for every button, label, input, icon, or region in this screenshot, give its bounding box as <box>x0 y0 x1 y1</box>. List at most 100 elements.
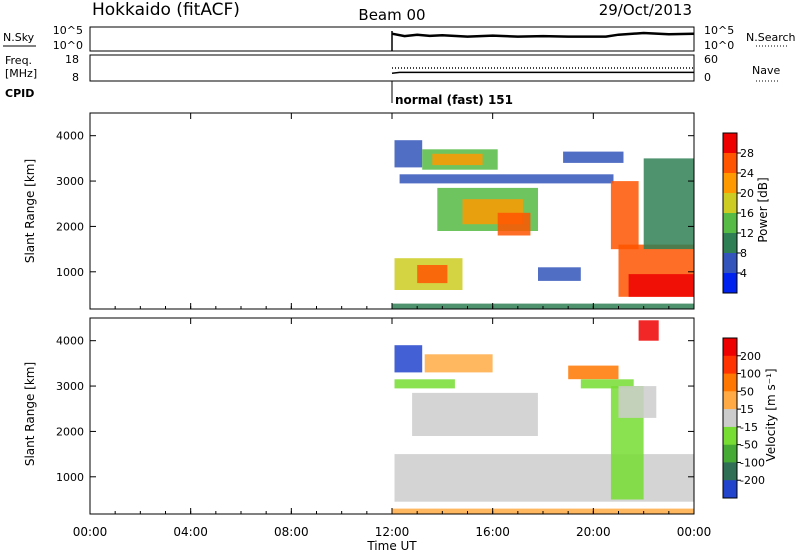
range-region-3 <box>394 345 423 373</box>
x-tick-label: 12:00 <box>375 525 410 539</box>
freq-tick-bottom: 8 <box>72 71 79 84</box>
colorbar-swatch <box>723 233 737 254</box>
freq-series <box>391 67 694 74</box>
date-title: 29/Oct/2013 <box>599 1 692 19</box>
nsearch-tick-top: 10^5 <box>704 24 734 37</box>
range-region-5 <box>399 174 614 184</box>
y-tick-label: 2000 <box>56 425 84 438</box>
colorbar-tick-label: 100 <box>740 368 761 381</box>
velocity-panel: 4000 3000 2000 1000 Slant Range [km] 200 100… <box>23 317 778 515</box>
x-tick-label: 00:00 <box>677 525 712 539</box>
freq-label: Freq. <box>5 54 32 67</box>
colorbar-tick-label: 16 <box>740 207 754 220</box>
nsky-tick-bottom: 10^0 <box>53 39 83 52</box>
nsearch-label: N.Search <box>746 31 796 44</box>
y-tick-label: 3000 <box>56 380 84 393</box>
time-axis-label: Time UT <box>366 539 417 553</box>
nsky-panel: N.Sky 10^5 10^0 10^5 10^0 N.Search <box>3 24 796 52</box>
y-tick-label: 1000 <box>56 266 84 279</box>
colorbar-swatch <box>723 253 737 274</box>
colorbar-frame <box>722 337 738 499</box>
colorbar-swatch <box>723 444 737 463</box>
x-tick-label: 00:00 <box>73 525 108 539</box>
range-region-3 <box>538 267 581 281</box>
colorbar-tick-label: 28 <box>740 147 754 160</box>
velocity-colorbar-label: Velocity [m s⁻¹] <box>764 368 778 461</box>
range-region-4 <box>394 140 423 168</box>
colorbar-swatch <box>723 391 737 410</box>
colorbar-swatch <box>723 273 737 294</box>
velocity-y-axis: 4000 3000 2000 1000 <box>56 335 694 484</box>
x-tick-label: 20:00 <box>576 525 611 539</box>
colorbar-tick-label: 12 <box>740 227 754 240</box>
colorbar-swatch <box>723 409 737 428</box>
x-tick-label: 04:00 <box>173 525 208 539</box>
colorbar-tick-label: 8 <box>740 247 747 260</box>
cpid-label: CPID <box>5 87 34 100</box>
range-region-7 <box>580 379 634 389</box>
colorbar-tick-label: 200 <box>740 350 761 363</box>
cpid-row: CPID normal (fast) 151 <box>5 80 694 107</box>
freq-tick-top: 18 <box>65 53 79 66</box>
freq-panel: Freq. [MHz] 18 8 60 0 Nave <box>5 53 780 84</box>
colorbar-swatch <box>723 133 737 154</box>
y-tick-label: 4000 <box>56 335 84 348</box>
power-y-axis: 4000 3000 2000 1000 <box>56 130 694 279</box>
x-tick-label: 16:00 <box>475 525 510 539</box>
nsky-series <box>391 31 695 51</box>
range-region-5 <box>412 392 538 436</box>
power-colorbar: 28 24 20 16 12 8 4 <box>722 132 754 294</box>
colorbar-swatch <box>723 173 737 194</box>
colorbar-tick-label: -100 <box>740 456 765 469</box>
nsky-tick-top: 10^5 <box>53 24 83 37</box>
colorbar-tick-label: 15 <box>740 403 754 416</box>
range-region-1 <box>394 454 694 502</box>
time-axis: 00:00 04:00 08:00 12:00 16:00 20:00 00:00 <box>73 113 712 539</box>
velocity-colorbar: 200 100 50 15 -15 -50 -100 -200 <box>722 337 765 499</box>
range-region-2 <box>417 265 448 284</box>
power-colorbar-label: Power [dB] <box>756 177 770 242</box>
colorbar-swatch <box>723 193 737 214</box>
velocity-ylabel: Slant Range [km] <box>23 362 37 466</box>
colorbar-swatch <box>723 426 737 446</box>
nsky-label: N.Sky <box>3 31 35 44</box>
range-region-8 <box>563 151 624 163</box>
range-region-9 <box>618 386 657 418</box>
colorbar-tick-label: -50 <box>740 439 758 452</box>
colorbar-swatch <box>723 462 737 481</box>
range-region-14 <box>628 274 694 297</box>
range-region-11 <box>497 212 531 236</box>
power-heatmap <box>392 140 694 309</box>
colorbar-swatch <box>723 213 737 234</box>
y-tick-label: 1000 <box>56 471 84 484</box>
nsearch-tick-bottom: 10^0 <box>704 39 734 52</box>
colorbar-swatch <box>723 355 737 375</box>
nave-tick-top: 60 <box>704 53 718 66</box>
y-tick-label: 2000 <box>56 220 84 233</box>
cpid-mode: normal (fast) 151 <box>395 93 513 107</box>
x-tick-label: 08:00 <box>274 525 309 539</box>
y-tick-label: 3000 <box>56 175 84 188</box>
colorbar-tick-label: 24 <box>740 167 754 180</box>
colorbar-tick-label: 20 <box>740 187 754 200</box>
colorbar-tick-label: 4 <box>740 267 747 280</box>
y-tick-label: 4000 <box>56 130 84 143</box>
site-title: Hokkaido (fitACF) <box>92 0 240 20</box>
power-panel: 4000 3000 2000 1000 Slant Range [km] 28 24 20… <box>23 112 770 310</box>
range-region-15 <box>643 158 694 250</box>
freq-line <box>391 71 694 74</box>
colorbar-swatch <box>723 480 737 499</box>
range-region-2 <box>394 379 455 389</box>
colorbar-tick-label: -15 <box>740 421 758 434</box>
colorbar-swatch <box>723 338 737 357</box>
range-region-12 <box>610 181 639 250</box>
freq-unit-label: [MHz] <box>5 67 37 80</box>
colorbar-swatch <box>723 153 737 174</box>
range-region-4 <box>424 354 493 373</box>
nsky-line <box>391 31 695 38</box>
velocity-heatmap <box>392 320 694 514</box>
colorbar-tick-label: 50 <box>740 385 754 398</box>
range-region-6 <box>568 365 619 380</box>
nave-label: Nave <box>752 64 780 77</box>
